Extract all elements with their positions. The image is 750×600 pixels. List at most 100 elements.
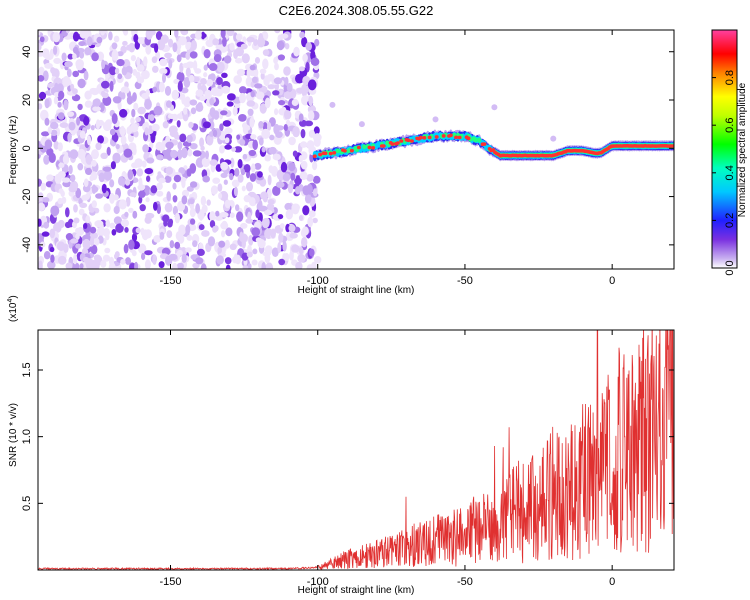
noise-speckle [233, 75, 242, 84]
noise-speckle [174, 212, 180, 224]
noise-speckle [262, 122, 268, 131]
noise-speckle [130, 117, 135, 125]
noise-speckle [246, 100, 256, 107]
noise-speckle [239, 86, 247, 94]
noise-speckle [102, 254, 111, 262]
noise-speckle [224, 257, 232, 265]
noise-speckle [274, 30, 281, 34]
noise-speckle [238, 114, 247, 122]
noise-speckle [203, 49, 211, 59]
noise-speckle [284, 76, 289, 86]
noise-speckle [120, 92, 126, 100]
noise-speckle [137, 106, 146, 115]
noise-speckle [121, 66, 128, 76]
noise-speckle [262, 251, 272, 257]
noise-speckle [164, 85, 172, 96]
noise-speckle [248, 149, 257, 157]
noise-speckle [226, 101, 234, 107]
noise-speckle [89, 226, 97, 234]
noise-speckle [77, 148, 86, 160]
ridge-cell [356, 145, 361, 150]
noise-speckle [249, 117, 255, 128]
noise-speckle [111, 113, 118, 125]
noise-speckle [135, 116, 142, 122]
noise-speckle [198, 224, 205, 231]
noise-speckle [239, 231, 244, 242]
noise-speckle [53, 45, 58, 55]
noise-speckle [186, 134, 193, 143]
noise-speckle [47, 126, 52, 135]
noise-speckle [289, 232, 298, 239]
noise-speckle [269, 134, 275, 141]
noise-speckle [141, 70, 150, 80]
noise-speckle [58, 162, 65, 169]
noise-speckle [65, 207, 70, 218]
noise-speckle [221, 85, 231, 94]
noise-speckle [54, 173, 62, 184]
noise-speckle [294, 186, 301, 195]
noise-speckle [83, 256, 90, 263]
noise-speckle [222, 36, 227, 47]
noise-speckle [203, 64, 208, 71]
noise-speckle [277, 54, 285, 61]
noise-speckle [128, 239, 135, 250]
noise-speckle [57, 142, 63, 152]
noise-speckle [117, 73, 123, 80]
noise-speckle [169, 240, 175, 249]
noise-speckle [306, 264, 314, 269]
noise-speckle [243, 164, 251, 173]
ridge-cell [399, 139, 404, 143]
noise-speckle [69, 149, 79, 160]
noise-speckle [75, 243, 82, 249]
noise-speckle [225, 264, 231, 269]
colorbar-gradient [711, 29, 738, 269]
noise-speckle [300, 141, 308, 148]
noise-speckle [247, 108, 254, 117]
noise-speckle [68, 185, 78, 193]
noise-speckle [164, 52, 173, 59]
noise-speckle [144, 216, 152, 224]
noise-speckle [314, 38, 320, 47]
noise-speckle [152, 65, 159, 73]
y-tick-label: 0 [21, 145, 33, 151]
noise-speckle [93, 98, 101, 107]
noise-speckle [200, 195, 207, 206]
noise-speckle [101, 183, 107, 194]
noise-speckle [271, 165, 278, 177]
noise-speckle [190, 218, 196, 225]
noise-speckle [251, 259, 258, 266]
noise-speckle [219, 145, 225, 154]
noise-speckle [237, 174, 244, 183]
noise-speckle [50, 205, 60, 217]
top-x-axis-title: Height of straight line (km) [298, 285, 415, 296]
noise-speckle [249, 64, 256, 71]
noise-speckle [77, 163, 84, 171]
noise-speckle [272, 185, 281, 196]
noise-speckle [160, 34, 169, 44]
noise-speckle [229, 173, 234, 181]
noise-speckle [137, 243, 147, 254]
noise-speckle [181, 253, 187, 263]
noise-speckle [79, 263, 84, 269]
noise-speckle [254, 83, 263, 89]
noise-speckle [279, 33, 289, 39]
ridge-cell [422, 136, 427, 140]
noise-speckle [118, 176, 125, 186]
noise-speckle [218, 192, 223, 199]
noise-speckle [246, 181, 253, 192]
spectrogram-panel: -150 -100 -50 0 -40 -20 0 20 40 Height of strai… [8, 29, 675, 296]
noise-speckle [149, 114, 155, 122]
noise-speckle [305, 42, 313, 51]
noise-speckle [176, 120, 181, 128]
noise-speckle [306, 140, 315, 150]
noise-speckle [78, 41, 86, 47]
noise-speckle [44, 139, 53, 150]
noise-speckle [239, 139, 246, 146]
noise-speckle [251, 163, 256, 173]
y-tick-label: 1.0 [21, 429, 33, 444]
noise-speckle [100, 30, 105, 36]
noise-speckle [302, 185, 310, 196]
noise-speckle [84, 90, 92, 100]
noise-speckle [142, 144, 149, 153]
noise-speckle [110, 161, 116, 170]
